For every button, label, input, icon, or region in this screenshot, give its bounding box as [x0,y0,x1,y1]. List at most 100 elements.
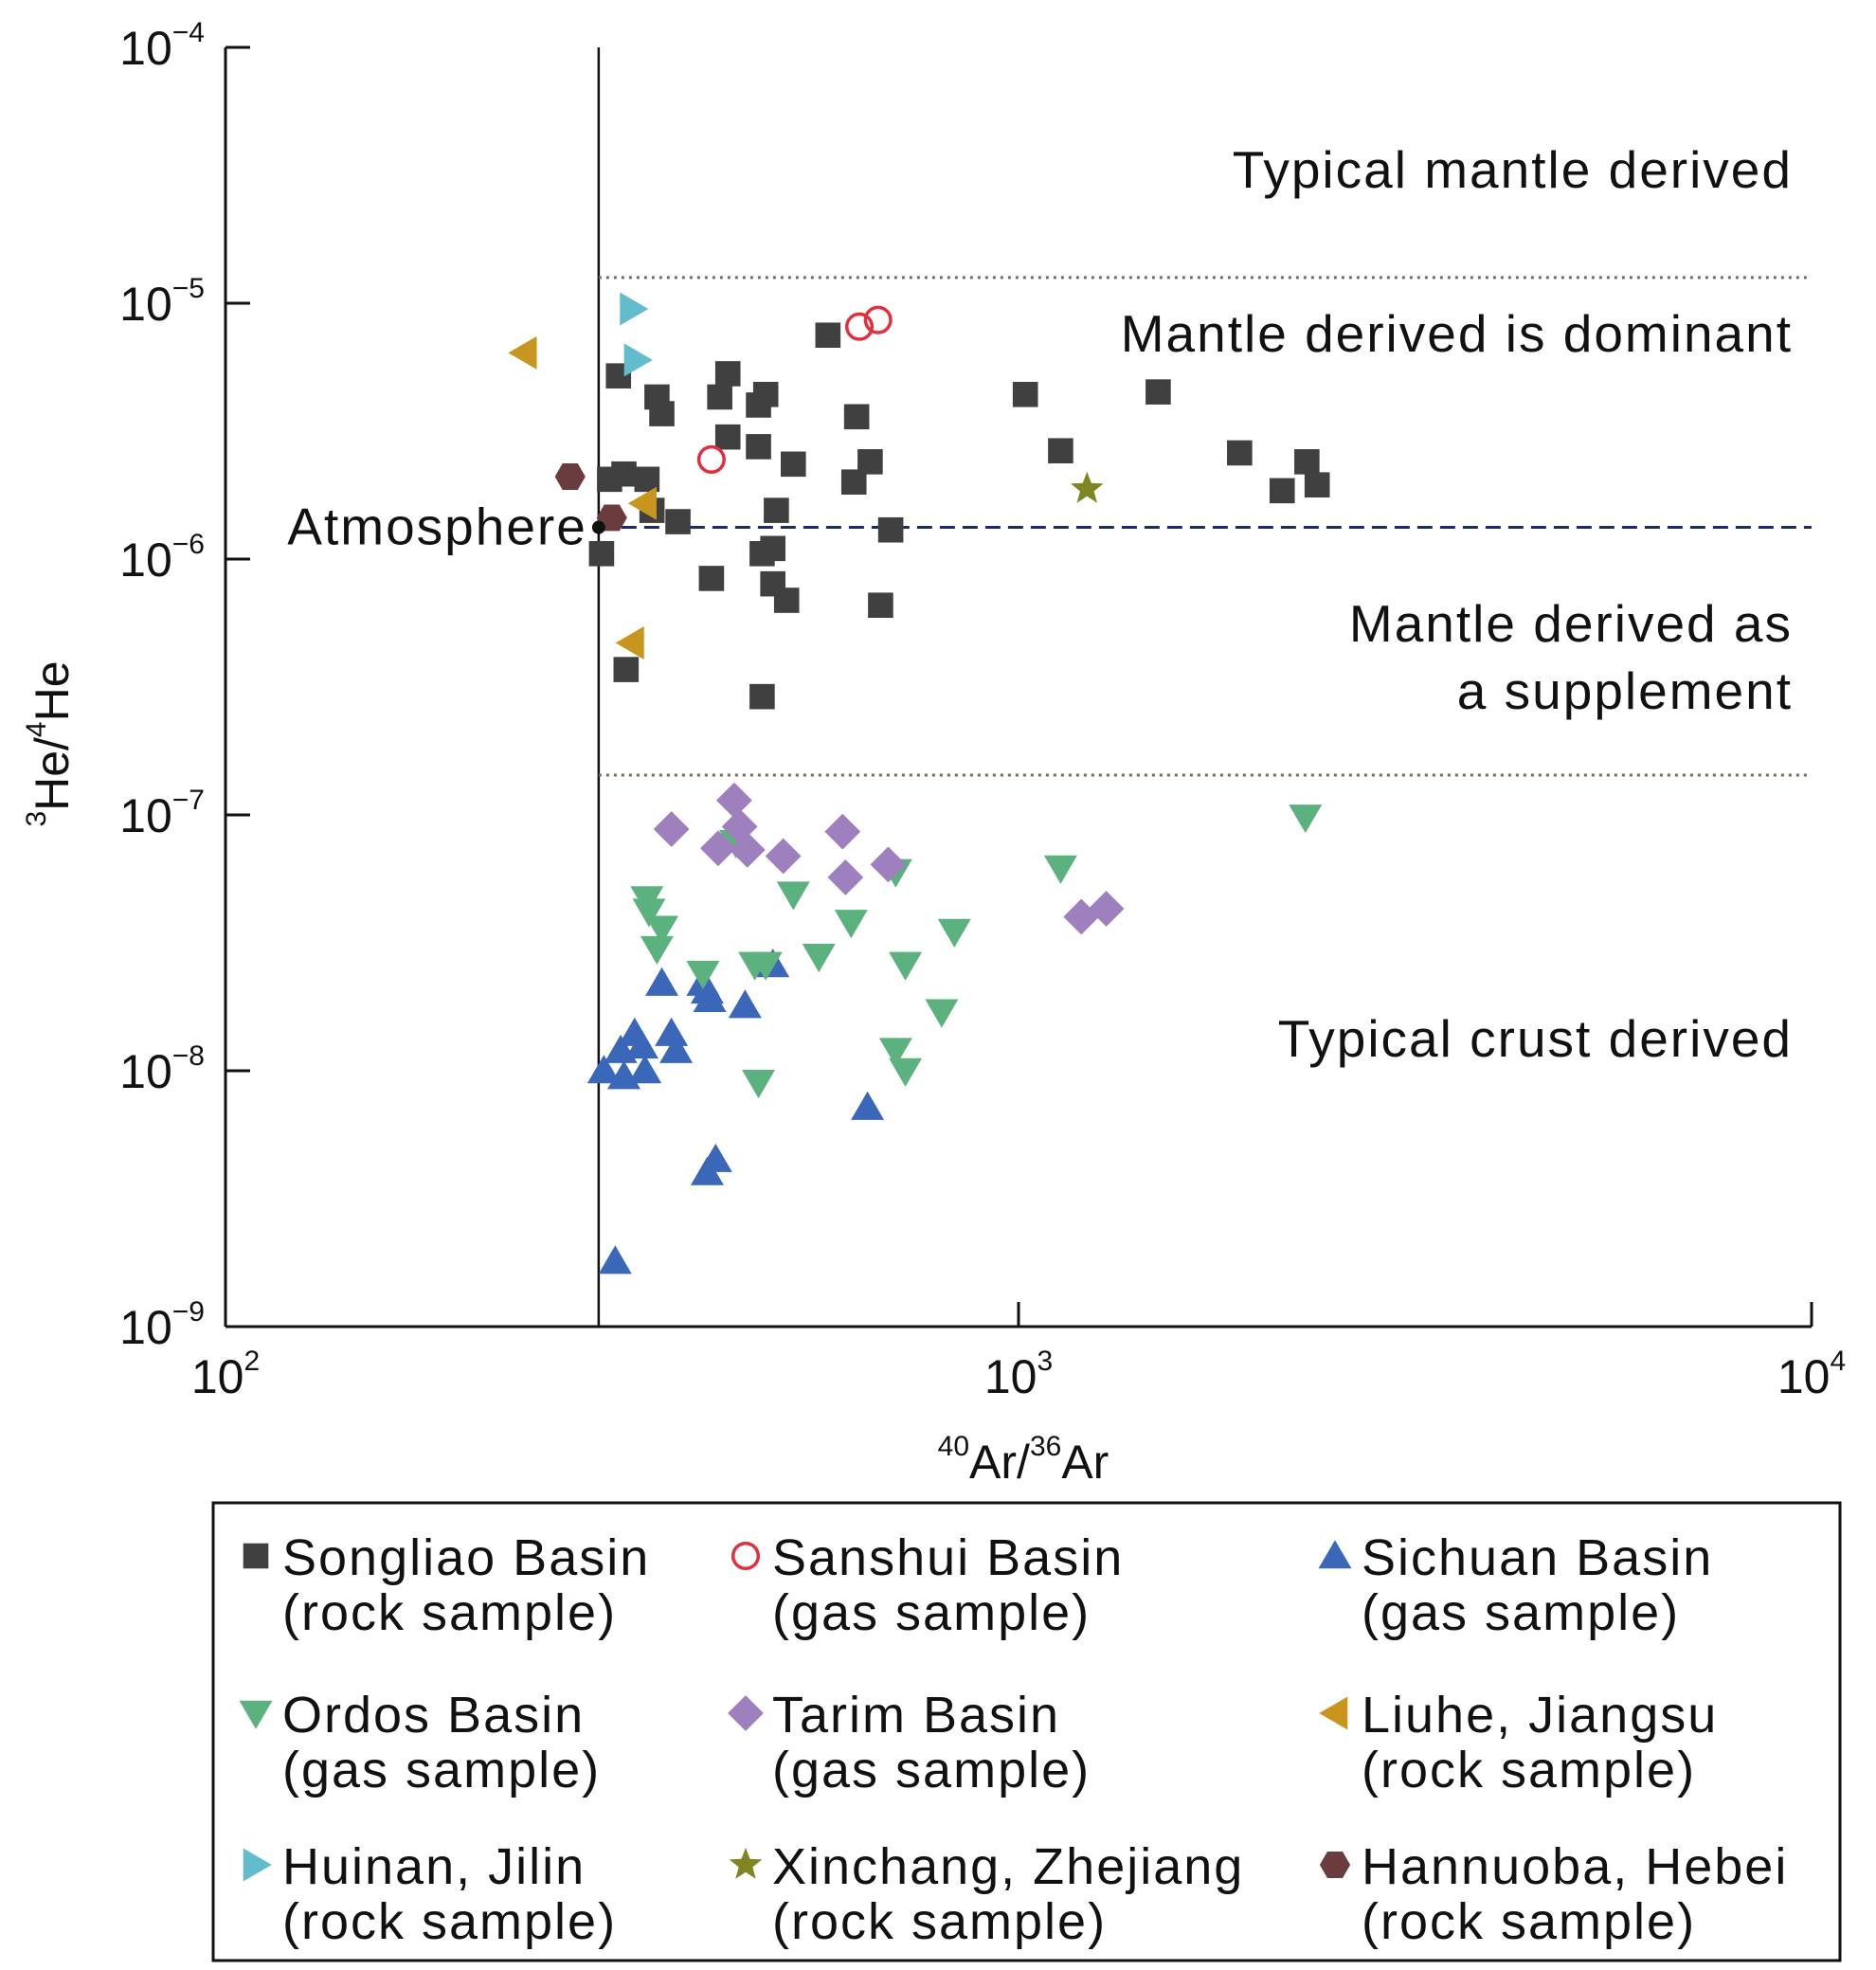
legend-sublabel: (rock sample) [1362,1893,1696,1950]
data-point [649,401,675,426]
data-point [868,592,893,619]
data-point [889,1057,923,1087]
region-supplement-line2: a supplement [1457,661,1793,720]
legend-sublabel: (gas sample) [772,1742,1091,1798]
region-mantle-dominant: Mantle derived is dominant [1121,304,1793,363]
legend-marker [728,1695,764,1731]
data-point [665,509,691,534]
data-point [508,335,537,370]
legend-label: Huinan, Jilin [282,1838,586,1895]
legend: Songliao Basin(rock sample)Sanshui Basin… [211,1501,1842,1962]
data-point [1304,472,1330,497]
legend-marker [1319,1696,1348,1730]
data-point [640,935,674,965]
legend-label: Tarim Basin [772,1687,1060,1744]
data-point [749,951,783,981]
data-point [844,312,875,341]
data-point [760,535,785,562]
data-point [620,292,649,326]
data-point [588,540,615,567]
y-axis-title: 3He/4He [21,660,79,826]
data-point [834,910,868,939]
y-tick-label: 10−7 [119,785,205,842]
data-point [645,915,679,945]
data-point [615,626,644,660]
legend-sublabel: (rock sample) [282,1584,617,1641]
legend-label: Songliao Basin [282,1529,650,1586]
legend-label: Xinchang, Zhejiang [772,1838,1244,1895]
data-point [749,683,775,710]
data-point [698,1143,732,1172]
data-point [780,451,806,478]
data-point [857,449,883,475]
x-tick-label: 102 [191,1346,260,1403]
legend-marker [1319,1852,1351,1878]
data-point [700,830,736,867]
data-point [714,424,741,450]
atmosphere-label: Atmosphere [287,497,587,556]
data-point [598,1245,632,1274]
data-point [628,1055,662,1084]
data-point [1070,471,1104,503]
data-point [729,832,766,868]
data-point [1043,855,1077,884]
data-point [765,838,802,875]
data-point [851,1091,885,1120]
series-square [588,322,1330,710]
y-tick-label: 10−6 [119,529,205,587]
data-point [698,566,725,591]
data-point [776,881,810,911]
data-point [1048,438,1073,464]
data-point [863,305,893,334]
reference-lines [597,47,1812,1327]
atmosphere-point [591,520,605,534]
data-point [815,322,841,349]
data-point [1294,449,1320,475]
data-point [554,463,586,490]
legend-marker [239,1700,273,1729]
data-point [752,381,779,407]
data-point [764,497,789,523]
data-point [693,983,727,1013]
data-point [824,813,861,850]
series-circle [696,305,893,474]
data-point [696,444,726,474]
data-point [1145,379,1171,405]
data-point [1063,898,1100,935]
data-point [877,516,904,543]
data-point [597,466,622,493]
region-typical-mantle: Typical mantle derived [1233,140,1793,199]
data-point [716,782,752,819]
legend-sublabel: (rock sample) [772,1893,1107,1950]
chart-text: Atmosphere Typical mantle derived Mantle d… [287,140,1793,1068]
series-triangle-left [508,335,657,660]
x-axis-title: 40Ar/36Ar [938,1431,1109,1489]
legend-label: Hannuoba, Hebei [1362,1838,1788,1895]
legend-label: Liuhe, Jiangsu [1362,1687,1718,1744]
y-tick-label: 10−9 [119,1296,205,1354]
region-supplement-line1: Mantle derived as [1349,594,1793,653]
data-point [827,859,864,895]
legend-marker [729,1847,763,1879]
data-point [624,1030,658,1059]
x-tick-label: 103 [984,1346,1053,1403]
data-point [1088,891,1125,927]
series-triangle-right [620,292,653,377]
legend-sublabel: (rock sample) [282,1893,617,1950]
data-point [623,343,653,377]
data-point [1012,381,1038,407]
data-point [613,657,640,682]
data-point [632,898,666,928]
legend-box [211,1501,1842,1962]
data-point [742,1070,776,1099]
data-point [707,384,732,410]
legend-marker [731,1541,761,1571]
data-point [1269,478,1295,504]
data-point [659,1034,694,1063]
legend-label: Ordos Basin [282,1687,585,1744]
data-point [627,486,657,520]
data-point [802,943,836,973]
data-point [728,989,762,1019]
